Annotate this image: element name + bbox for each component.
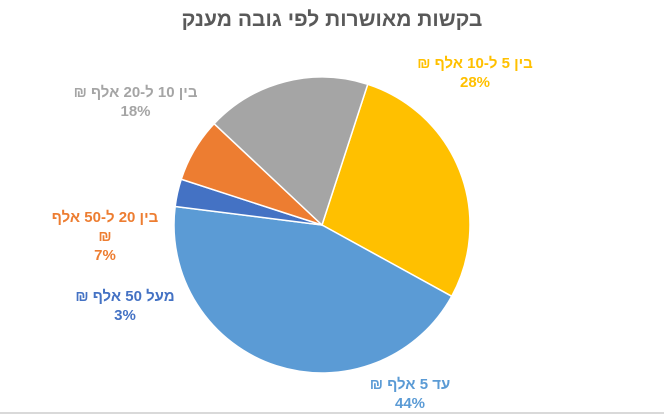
- slice-percent: 7%: [94, 247, 116, 264]
- slice-under-5k: [173, 205, 453, 374]
- slice-percent: 44%: [394, 395, 426, 412]
- slice-label-text: בין 20 ל-50 אלף ₪: [51, 209, 159, 245]
- slice-10-20k: [213, 76, 369, 227]
- bottom-border: [0, 412, 664, 414]
- chart-title: בקשות מאושרות לפי גובה מענק: [181, 8, 483, 31]
- slice-label-5-10k: בין 5 ל-10 אלף ₪ 28%: [400, 54, 550, 92]
- slice-5-10k: [321, 83, 471, 298]
- slice-label-over-50k: מעל 50 אלף ₪ 3%: [50, 287, 200, 325]
- slice-label-10-20k: בין 10 ל-20 אלף ₪ 18%: [68, 83, 203, 121]
- slice-label-text: בין 10 ל-20 אלף ₪: [73, 84, 198, 101]
- slice-label-text: מעל 50 אלף ₪: [75, 288, 175, 305]
- slice-percent: 18%: [120, 103, 151, 120]
- slice-label-text: בין 5 ל-10 אלף ₪: [417, 55, 533, 72]
- slice-label-20-50k: בין 20 ל-50 אלף ₪ 7%: [30, 208, 180, 265]
- slice-label-text: עד 5 אלף ₪: [369, 376, 451, 393]
- slice-percent: 28%: [459, 74, 491, 91]
- slice-percent: 3%: [114, 307, 136, 324]
- slice-label-under-5k: עד 5 אלף ₪ 44%: [335, 375, 485, 413]
